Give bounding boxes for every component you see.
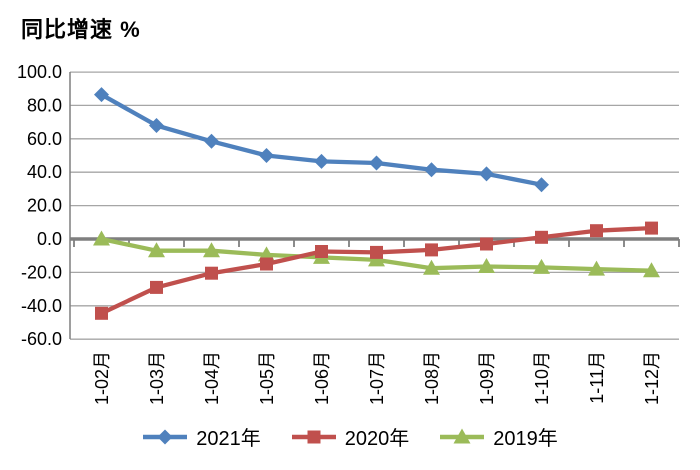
y-tick-label: 100.0 bbox=[17, 62, 62, 82]
triangle-marker bbox=[203, 242, 220, 258]
y-tick-labels: 100.0 80.0 60.0 40.0 20.0 0.0 -20.0 -40.0 -60.0 bbox=[17, 62, 62, 349]
legend-label: 2020年 bbox=[344, 428, 410, 450]
diamond-marker bbox=[534, 177, 549, 193]
axes bbox=[69, 72, 680, 339]
legend-item-2020: 2020年 bbox=[291, 422, 410, 451]
x-tick-label: 1-12月 bbox=[642, 351, 662, 405]
square-marker bbox=[307, 430, 321, 443]
y-tick-label: 60.0 bbox=[27, 129, 62, 149]
square-marker bbox=[370, 245, 383, 259]
triangle-marker bbox=[478, 258, 495, 273]
series-2021年 bbox=[94, 87, 549, 193]
legend-marker-triangle-icon bbox=[440, 428, 485, 443]
x-tick-label: 1-11月 bbox=[587, 351, 607, 404]
diamond-marker bbox=[314, 153, 329, 169]
y-tick-label: 0.0 bbox=[37, 229, 62, 249]
diamond-marker bbox=[424, 162, 439, 178]
x-tick-label: 1-10月 bbox=[532, 351, 552, 405]
y-tick-label: 80.0 bbox=[27, 95, 62, 115]
legend-label: 2019年 bbox=[493, 428, 558, 450]
legend-marker-square-icon bbox=[291, 430, 336, 443]
series-line bbox=[99, 92, 544, 187]
x-tick-labels: 1-02月 1-03月 1-04月 1-05月 1-06月 1-07月 1-08月 1-09月… bbox=[92, 351, 662, 405]
x-tick-label: 1-05月 bbox=[257, 351, 277, 405]
square-marker bbox=[205, 266, 218, 280]
y-tick-label: -20.0 bbox=[21, 262, 62, 282]
x-tick-label: 1-07月 bbox=[367, 351, 387, 405]
legend-item-2021: 2021年 bbox=[142, 422, 261, 451]
x-tick-label: 1-03月 bbox=[147, 351, 167, 405]
diamond-marker bbox=[259, 148, 274, 163]
triangle-marker bbox=[533, 258, 550, 274]
square-marker bbox=[425, 243, 438, 257]
x-tick-label: 1-08月 bbox=[422, 351, 442, 405]
square-marker bbox=[315, 245, 328, 258]
x-tick-label: 1-09月 bbox=[477, 351, 497, 405]
y-tick-label: 20.0 bbox=[27, 196, 62, 216]
triangle-marker bbox=[93, 230, 110, 246]
x-tick-label: 1-02月 bbox=[92, 351, 112, 405]
triangle-marker bbox=[148, 242, 165, 258]
gridlines bbox=[70, 71, 679, 340]
square-marker bbox=[535, 230, 548, 244]
triangle-marker bbox=[453, 428, 471, 443]
diamond-marker bbox=[157, 429, 173, 444]
diamond-marker bbox=[369, 155, 384, 171]
chart-title: 同比增速 % bbox=[21, 17, 141, 42]
triangle-marker bbox=[643, 262, 660, 278]
square-marker bbox=[260, 257, 273, 271]
triangle-marker bbox=[588, 260, 605, 276]
x-tick-label: 1-06月 bbox=[312, 351, 332, 405]
y-tick-label: 40.0 bbox=[27, 162, 62, 182]
diamond-marker bbox=[94, 87, 109, 103]
square-marker bbox=[590, 224, 603, 238]
y-tick-label: -60.0 bbox=[21, 329, 62, 349]
diamond-marker bbox=[204, 133, 219, 149]
legend-item-2019: 2019年 bbox=[439, 422, 558, 451]
legend-marker-diamond-icon bbox=[143, 429, 188, 444]
diamond-marker bbox=[149, 118, 164, 133]
legend-label: 2021年 bbox=[196, 428, 261, 450]
square-marker bbox=[645, 221, 658, 235]
square-marker bbox=[480, 237, 493, 251]
y-tick-label: -40.0 bbox=[21, 296, 62, 316]
square-marker bbox=[150, 280, 163, 294]
diamond-marker bbox=[479, 166, 494, 182]
triangle-marker bbox=[423, 259, 440, 275]
legend: 2021年 2020年 2019年 bbox=[0, 422, 700, 451]
square-marker bbox=[95, 306, 108, 320]
x-tick-label: 1-04月 bbox=[202, 351, 222, 405]
series-2020年 bbox=[95, 221, 658, 320]
